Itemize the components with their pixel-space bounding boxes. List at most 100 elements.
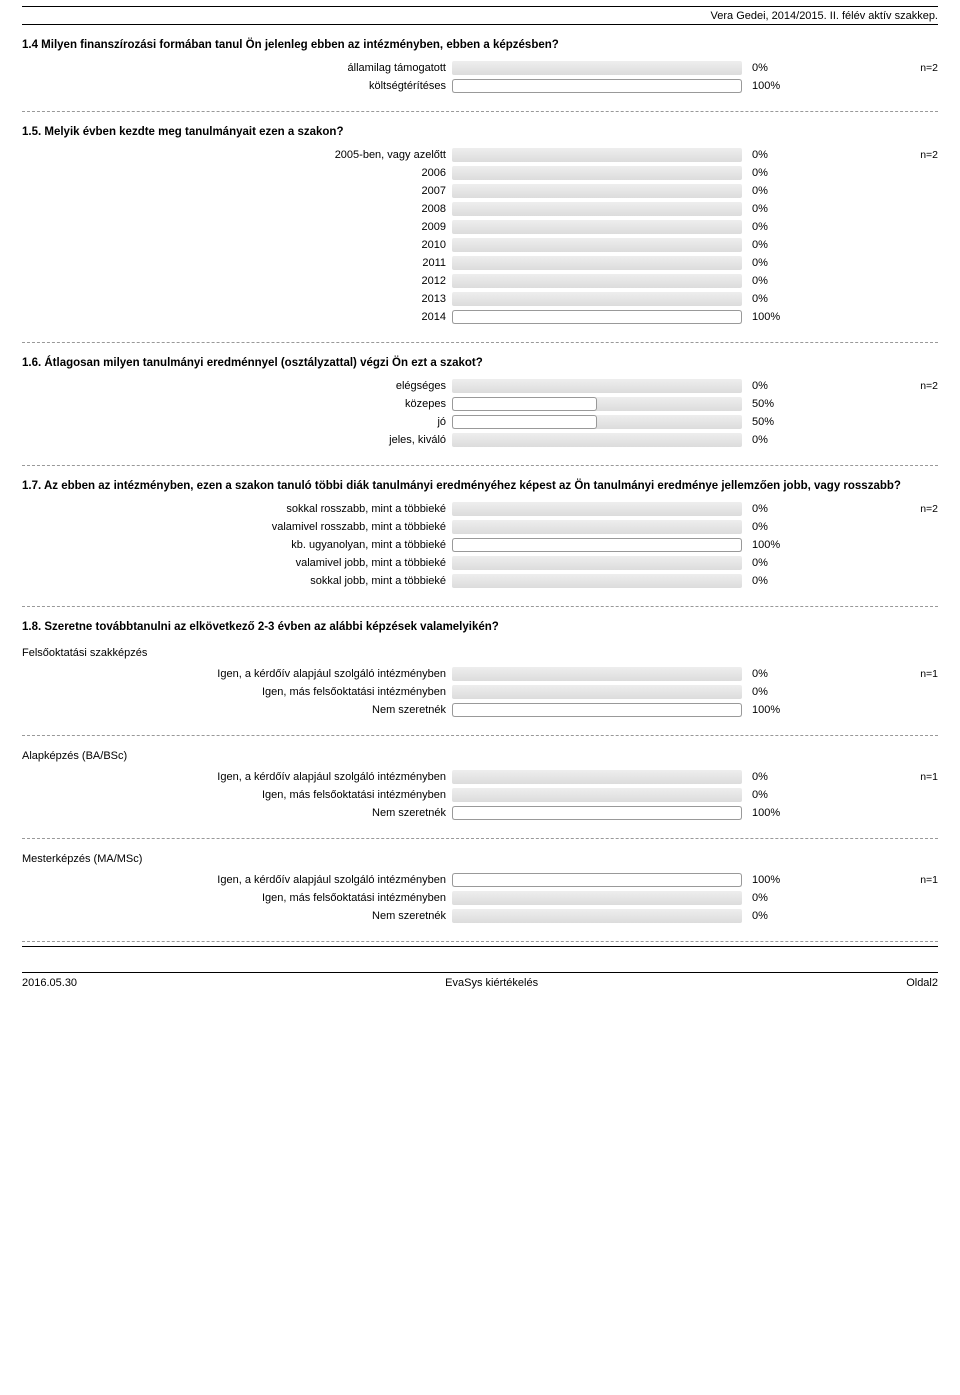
row-label: 2007 [22, 185, 452, 197]
row-label: költségtérítéses [22, 80, 452, 92]
dashed-separator [22, 735, 938, 736]
percent-value: 0% [742, 575, 792, 587]
bar-row: közepes 50% [22, 397, 938, 411]
bar-track [452, 806, 742, 820]
bar-row: Nem szeretnék0% [22, 909, 938, 923]
row-label: 2009 [22, 221, 452, 233]
percent-value: 100% [742, 539, 792, 551]
row-label: Nem szeretnék [22, 910, 452, 922]
bar-fill [452, 310, 742, 324]
question-block: 1.7. Az ebben az intézményben, ezen a sz… [22, 466, 938, 588]
percent-value: 100% [742, 874, 792, 886]
bar-track [452, 256, 742, 270]
bar-track [452, 397, 742, 411]
percent-value: 100% [742, 311, 792, 323]
bar-track [452, 184, 742, 198]
sample-size-note: n=2 [920, 380, 938, 392]
bar-row: Igen, a kérdőív alapjául szolgáló intézm… [22, 667, 938, 681]
row-label: Igen, más felsőoktatási intézményben [22, 686, 452, 698]
row-label: jó [22, 416, 452, 428]
bar-track [452, 574, 742, 588]
bar-track [452, 770, 742, 784]
row-label: 2014 [22, 311, 452, 323]
row-label: Igen, más felsőoktatási intézményben [22, 892, 452, 904]
percent-value: 0% [742, 221, 792, 233]
question-block: 1.6. Átlagosan milyen tanulmányi eredmén… [22, 343, 938, 447]
bar-row: 2005-ben, vagy azelőtt0%n=2 [22, 148, 938, 162]
bar-track [452, 520, 742, 534]
row-label: államilag támogatott [22, 62, 452, 74]
percent-value: 0% [742, 293, 792, 305]
percent-value: 0% [742, 275, 792, 287]
percent-value: 0% [742, 149, 792, 161]
bar-track [452, 703, 742, 717]
bar-row: államilag támogatott0%n=2 [22, 61, 938, 75]
footer-page: Oldal2 [906, 977, 938, 989]
bar-track [452, 556, 742, 570]
percent-value: 0% [742, 557, 792, 569]
bar-track [452, 166, 742, 180]
row-label: 2011 [22, 257, 452, 269]
row-label: sokkal jobb, mint a többieké [22, 575, 452, 587]
question-block: 1.5. Melyik évben kezdte meg tanulmányai… [22, 112, 938, 324]
row-label: Nem szeretnék [22, 704, 452, 716]
bar-row: Igen, más felsőoktatási intézményben0% [22, 788, 938, 802]
question-block: 1.8. Szeretne továbbtanulni az elkövetke… [22, 607, 938, 633]
percent-value: 0% [742, 789, 792, 801]
bar-track [452, 909, 742, 923]
percent-value: 0% [742, 434, 792, 446]
bar-row: Igen, más felsőoktatási intézményben 0% [22, 891, 938, 905]
percent-value: 0% [742, 892, 792, 904]
bar-row: 2012 0% [22, 274, 938, 288]
bar-row: Igen, a kérdőív alapjául szolgáló intézm… [22, 873, 938, 887]
page-footer: 2016.05.30 EvaSys kiértékelés Oldal2 [22, 972, 938, 999]
bar-row: elégséges0%n=2 [22, 379, 938, 393]
sample-size-note: n=1 [920, 668, 938, 680]
bar-row: 2010 0% [22, 238, 938, 252]
row-label: 2010 [22, 239, 452, 251]
question-title: 1.4 Milyen finanszírozási formában tanul… [22, 39, 938, 51]
bar-track [452, 667, 742, 681]
footer-top-rule [22, 946, 938, 947]
row-label: sokkal rosszabb, mint a többieké [22, 503, 452, 515]
percent-value: 0% [742, 257, 792, 269]
row-label: Nem szeretnék [22, 807, 452, 819]
bar-track [452, 202, 742, 216]
bar-fill [452, 873, 742, 887]
bar-track [452, 379, 742, 393]
row-label: 2008 [22, 203, 452, 215]
percent-value: 0% [742, 668, 792, 680]
row-label: 2013 [22, 293, 452, 305]
row-label: 2012 [22, 275, 452, 287]
percent-value: 100% [742, 704, 792, 716]
bar-row: sokkal jobb, mint a többieké 0% [22, 574, 938, 588]
bar-track [452, 502, 742, 516]
question-title: 1.7. Az ebben az intézményben, ezen a sz… [22, 480, 938, 492]
row-label: valamivel rosszabb, mint a többieké [22, 521, 452, 533]
percent-value: 0% [742, 239, 792, 251]
percent-value: 0% [742, 521, 792, 533]
sample-size-note: n=1 [920, 874, 938, 886]
bar-fill [452, 538, 742, 552]
bar-row: 2008 0% [22, 202, 938, 216]
percent-value: 0% [742, 167, 792, 179]
row-label: közepes [22, 398, 452, 410]
question-title: 1.6. Átlagosan milyen tanulmányi eredmén… [22, 357, 938, 369]
sample-size-note: n=2 [920, 503, 938, 515]
bar-fill [452, 79, 742, 93]
row-label: Igen, a kérdőív alapjául szolgáló intézm… [22, 668, 452, 680]
percent-value: 50% [742, 398, 792, 410]
bar-track [452, 274, 742, 288]
bar-row: Nem szeretnék100% [22, 806, 938, 820]
bar-row: jeles, kiváló0% [22, 433, 938, 447]
bar-fill [452, 703, 742, 717]
bar-row: valamivel jobb, mint a többieké 0% [22, 556, 938, 570]
sample-size-note: n=2 [920, 149, 938, 161]
bar-track [452, 220, 742, 234]
percent-value: 0% [742, 203, 792, 215]
questions-container: 1.4 Milyen finanszírozási formában tanul… [22, 25, 938, 942]
row-label: valamivel jobb, mint a többieké [22, 557, 452, 569]
row-label: Igen, a kérdőív alapjául szolgáló intézm… [22, 771, 452, 783]
bar-row: sokkal rosszabb, mint a többieké0%n=2 [22, 502, 938, 516]
bar-row: 2009 0% [22, 220, 938, 234]
